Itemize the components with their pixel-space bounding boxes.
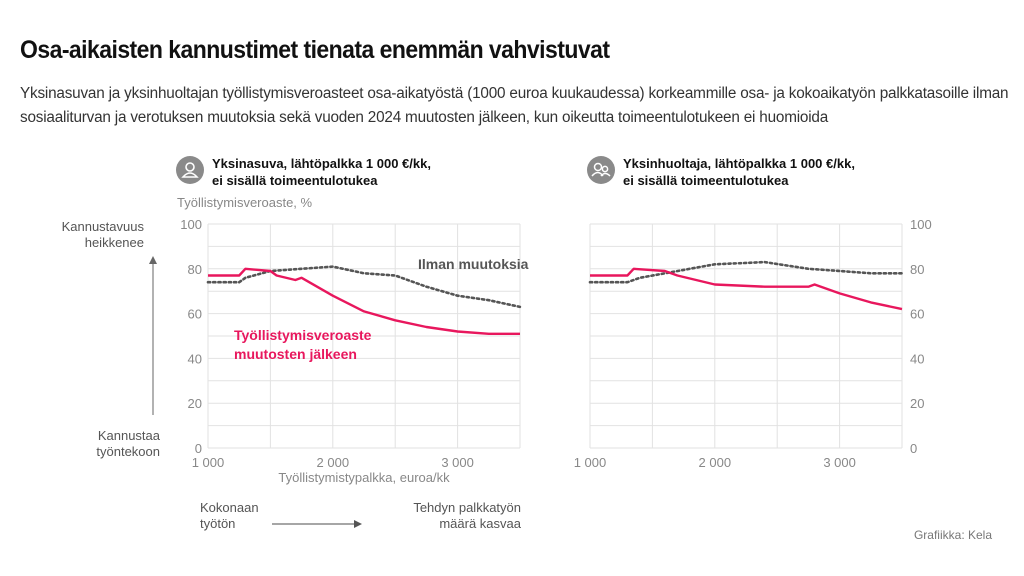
side-label-line: työntekoon	[96, 444, 160, 459]
y-tick-label: 0	[910, 441, 917, 456]
bottom-label-line: Kokonaan	[200, 500, 259, 515]
y-tick-label: 60	[188, 307, 202, 322]
panel-title-line: Yksinhuoltaja, lähtöpalkka 1 000 €/kk,	[623, 156, 855, 171]
series-line-before	[588, 260, 904, 284]
subtitle: Yksinasuvan ja yksinhuoltajan työllistym…	[20, 85, 1009, 126]
x-tick-label: 3 000	[823, 455, 856, 470]
chart-single: 0 20 40 60 80 100 1 000 2 000 3 000Työllistymist…	[180, 217, 522, 485]
y-tick-label: 0	[195, 441, 202, 456]
x-tick-label: 2 000	[699, 455, 732, 470]
bottom-left-label: Kokonaan työtön	[200, 500, 259, 532]
panel-title-parent: Yksinhuoltaja, lähtöpalkka 1 000 €/kk, e…	[623, 155, 855, 189]
bottom-label-line: työtön	[200, 516, 236, 531]
credit: Grafiikka: Kela	[913, 528, 992, 542]
y-tick-label: 100	[180, 217, 202, 232]
series-line-before	[206, 265, 522, 309]
x-tick-label: 1 000	[192, 455, 225, 470]
y-tick-label: 20	[910, 396, 924, 411]
parent-child-icon	[587, 156, 615, 184]
x-axis-label: Työllistymistypalkka, euroa/kk	[278, 470, 450, 485]
panel-title-line: ei sisällä toimeentulotukea	[623, 173, 789, 188]
y-tick-label: 40	[188, 351, 202, 366]
y-tick-label: 40	[910, 351, 924, 366]
arrow-right-icon	[354, 520, 362, 528]
x-tick-label: 3 000	[441, 455, 474, 470]
series-line-after	[590, 267, 903, 311]
y-tick-label: 60	[910, 307, 924, 322]
side-label-line: heikkenee	[84, 235, 144, 250]
bottom-label-line: määrä kasvaa	[439, 516, 521, 531]
series-line-after	[208, 267, 520, 335]
page-title: Osa-aikaisten kannustimet tienata enemmä…	[20, 36, 610, 64]
y-tick-label: 20	[188, 396, 202, 411]
panel-title-line: ei sisällä toimeentulotukea	[212, 173, 378, 188]
arrow-up-icon	[149, 256, 157, 264]
side-label-bottom: Kannustaa työntekoon	[40, 428, 160, 460]
y-axis-label: Työllistymisveroaste, %	[177, 195, 313, 210]
y-tick-label: 80	[910, 262, 924, 277]
bottom-right-label: Tehdyn palkkatyön määrä kasvaa	[360, 500, 521, 532]
side-label-top: Kannustavuus heikkenee	[40, 219, 144, 251]
y-tick-label: 80	[188, 262, 202, 277]
bottom-label-line: Tehdyn palkkatyön	[413, 500, 521, 515]
side-label-line: Kannustaa	[97, 428, 160, 443]
y-tick-label: 100	[910, 217, 932, 232]
series-label-before: Ilman muutoksia	[418, 256, 529, 272]
chart-parent: 0 20 40 60 80 100 1 000 2 000 3 000	[574, 217, 932, 470]
series-label-after: Työllistymisveroaste muutosten jälkeen	[234, 327, 372, 362]
x-tick-label: 2 000	[317, 455, 350, 470]
person-icon	[176, 156, 204, 184]
x-tick-label: 1 000	[574, 455, 607, 470]
panel-title-single: Yksinasuva, lähtöpalkka 1 000 €/kk, ei s…	[212, 155, 431, 189]
panel-title-line: Yksinasuva, lähtöpalkka 1 000 €/kk,	[212, 156, 431, 171]
side-label-line: Kannustavuus	[61, 219, 144, 234]
